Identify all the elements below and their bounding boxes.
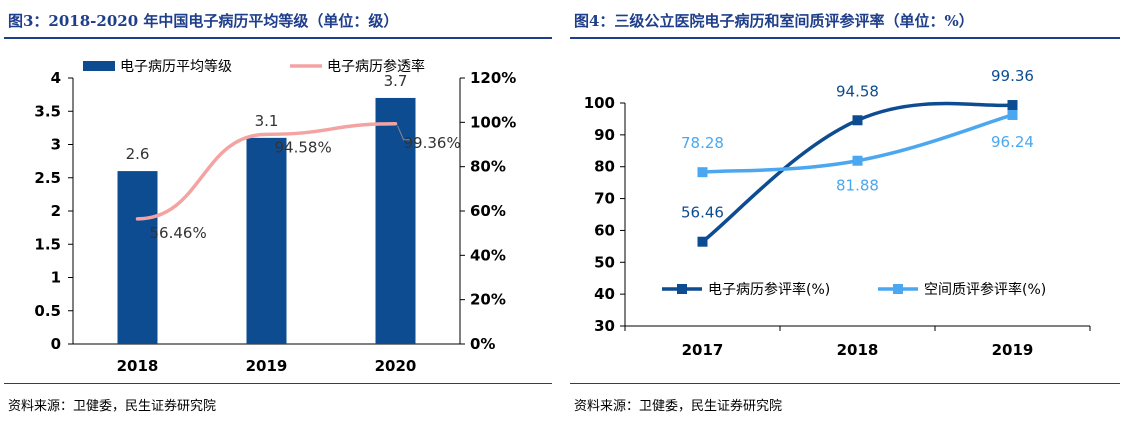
emr-rate-data-label: 94.58 — [836, 82, 879, 100]
eqa-rate-marker — [697, 167, 708, 178]
eqa-rate-marker — [1007, 109, 1018, 120]
right-y-tick-label: 60% — [470, 202, 506, 220]
line-data-label: 99.36% — [404, 134, 461, 152]
emr-rate-data-label: 99.36 — [991, 67, 1034, 85]
right-y-tick-label: 100% — [470, 113, 516, 131]
eqa-rate-legend-label: 空间质评参评率(%) — [924, 281, 1046, 298]
right-figure-panel: 图4：三级公立医院电子病历和室间质评参评率（单位：%） 30 40 50 60 70 80… — [566, 0, 1124, 441]
penetration-rate-line — [135, 122, 398, 221]
x-tick-label: 2020 — [375, 357, 417, 375]
right-y-tick-label: 80% — [470, 158, 506, 176]
right-bottom-rule — [570, 383, 1120, 384]
emr-rate-legend-label: 电子病历参评率(%) — [708, 281, 830, 298]
y-tick-label: 40 — [594, 285, 615, 303]
eqa-rate-marker — [852, 155, 863, 166]
eqa-rate-data-label: 81.88 — [836, 177, 879, 195]
x-tick-label: 2019 — [992, 341, 1034, 359]
emr-rate-legend-marker — [677, 284, 687, 294]
x-tick-label: 2018 — [117, 357, 159, 375]
line-data-label: 94.58% — [275, 138, 332, 156]
bar — [375, 97, 416, 344]
left-title-rule — [4, 37, 552, 39]
bar-data-label: 2.6 — [126, 145, 150, 163]
emr-rate-data-label: 56.46 — [681, 204, 724, 222]
left-y-tick-label: 4 — [51, 69, 61, 87]
bar-data-label: 3.7 — [384, 72, 408, 90]
eqa-rate-data-label: 96.24 — [991, 133, 1034, 151]
left-y-tick-label: 0.5 — [34, 302, 61, 320]
emr-rate-marker — [697, 236, 708, 247]
x-tick-label: 2018 — [837, 341, 879, 359]
right-y-tick-label: 20% — [470, 291, 506, 309]
eqa-rate-legend-marker — [893, 284, 903, 294]
left-y-tick-label: 2 — [51, 202, 61, 220]
x-tick-label: 2019 — [246, 357, 288, 375]
left-y-tick-label: 2.5 — [34, 169, 61, 187]
data-label-leader-line — [397, 125, 410, 141]
left-figure-title: 图3：2018-2020 年中国电子病历平均等级（单位：级） — [8, 12, 399, 30]
bar — [117, 171, 158, 344]
right-title-rule — [570, 37, 1120, 39]
line-data-label: 56.46% — [150, 224, 207, 242]
emr-rate-marker — [1007, 100, 1018, 111]
y-tick-label: 90 — [594, 126, 615, 144]
legend-line-label: 电子病历参透率 — [327, 58, 425, 75]
left-y-tick-label: 3 — [51, 136, 61, 154]
right-chart: 30 40 50 60 70 80 90 100 2017 2018 2019 56.46 94.58 9… — [584, 67, 1091, 359]
y-tick-label: 100 — [584, 94, 615, 112]
left-y-tick-label: 1.5 — [34, 235, 61, 253]
left-source-note: 资料来源：卫健委，民生证券研究院 — [8, 399, 217, 414]
right-y-tick-label: 0% — [470, 335, 495, 353]
legend-bar-label: 电子病历平均等级 — [120, 58, 232, 75]
x-tick-label: 2017 — [682, 341, 724, 359]
right-figure-title: 图4：三级公立医院电子病历和室间质评参评率（单位：%） — [574, 12, 974, 30]
left-y-tick-label: 3.5 — [34, 102, 61, 120]
y-tick-label: 70 — [594, 190, 615, 208]
y-tick-label: 30 — [594, 317, 615, 335]
emr-rate-marker — [852, 115, 863, 126]
left-chart: 00.511.522.533.540%20%40%60%80%100%120%2… — [34, 58, 516, 375]
left-bottom-rule — [4, 383, 552, 384]
left-y-tick-label: 1 — [51, 269, 61, 287]
bar-data-label: 3.1 — [255, 112, 279, 130]
y-tick-label: 50 — [594, 253, 615, 271]
right-source-note: 资料来源：卫健委，民生证券研究院 — [574, 399, 783, 414]
left-figure-panel: 图3：2018-2020 年中国电子病历平均等级（单位：级） 0 0.5 1 1.5 2… — [0, 0, 556, 441]
y-tick-label: 80 — [594, 158, 615, 176]
bar — [246, 137, 287, 344]
y-tick-label: 60 — [594, 221, 615, 239]
eqa-rate-data-label: 78.28 — [681, 134, 724, 152]
legend-bar-swatch — [83, 61, 115, 71]
left-y-tick-label: 0 — [51, 335, 61, 353]
right-y-tick-label: 40% — [470, 246, 506, 264]
right-y-tick-label: 120% — [470, 69, 516, 87]
